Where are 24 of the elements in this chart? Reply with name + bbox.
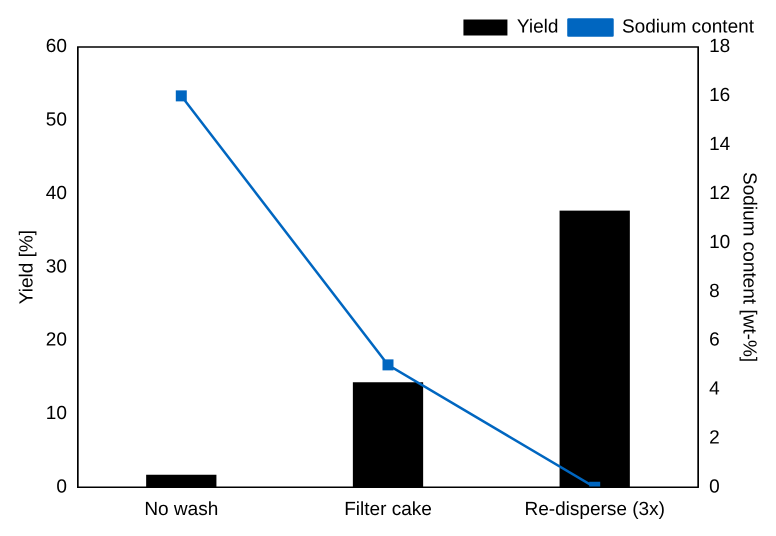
y-tick-label: 30 [46,256,67,278]
y-tick-label: 10 [46,403,67,424]
y2-tick-label: 6 [709,330,720,351]
y2-tick-label: 8 [709,280,720,302]
y2-tick-label: 18 [709,36,730,58]
legend-label: Yield [516,16,558,38]
y-tick-label: 40 [46,182,67,204]
y2-tick-label: 14 [709,134,731,156]
y2-tick-label: 0 [709,476,720,498]
y2-tick-label: 2 [709,428,720,449]
x-tick-label: Re-disperse (3x) [524,498,665,520]
y-tick-label: 20 [46,330,67,351]
y2-axis-title: Sodium content [wt-%] [738,172,760,362]
y2-tick-label: 12 [709,182,730,204]
x-tick-label: No wash [144,498,218,520]
y2-tick-label: 10 [709,232,730,253]
y-tick-label: 0 [56,476,67,498]
y-tick-label: 50 [46,110,67,131]
y-tick-label: 60 [46,36,67,58]
y-axis-title: Yield [%] [16,230,38,304]
legend-label: Sodium content [622,16,755,38]
y2-tick-label: 4 [709,378,720,400]
y2-tick-label: 16 [709,85,730,106]
x-tick-label: Filter cake [344,498,432,520]
